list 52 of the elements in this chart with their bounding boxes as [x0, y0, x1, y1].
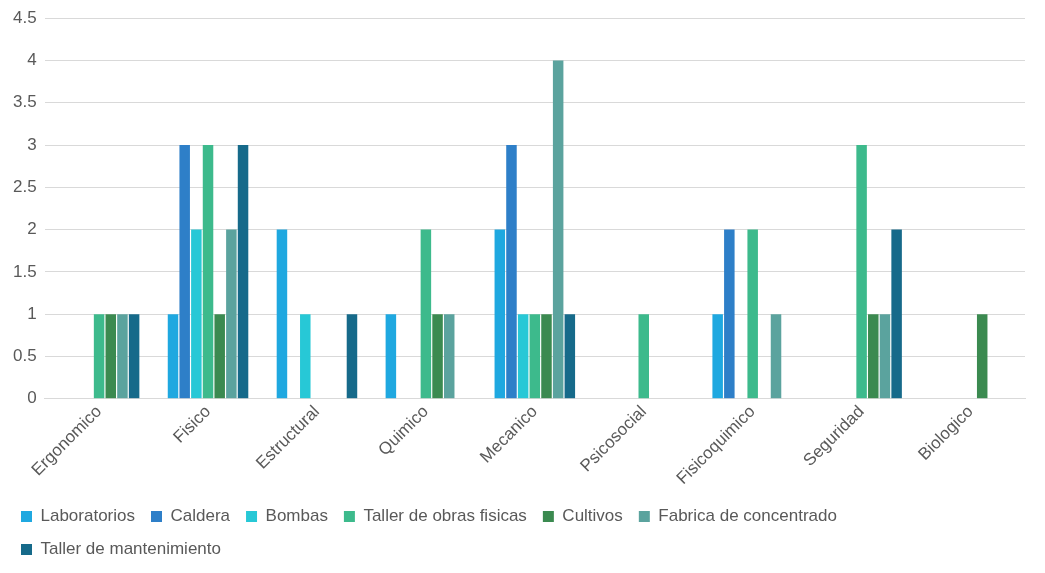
- bar: [432, 314, 443, 399]
- legend-label: Bombas: [265, 506, 328, 526]
- bar: [237, 145, 249, 399]
- bar: [564, 314, 576, 399]
- bar: [276, 229, 288, 399]
- y-tick-label: 0.5: [12, 346, 37, 366]
- y-tick-label: 4.5: [12, 7, 37, 27]
- legend-label: Taller de obras fisicas: [363, 506, 527, 526]
- bar: [868, 314, 879, 399]
- bar: [879, 314, 891, 399]
- y-tick-label: 3: [27, 134, 37, 154]
- y-tick-label: 3.5: [12, 92, 37, 112]
- bar: [346, 314, 358, 399]
- bar: [770, 314, 782, 399]
- bar: [117, 314, 128, 399]
- legend-label: Caldera: [170, 506, 231, 526]
- y-tick-label: 1.5: [12, 261, 37, 281]
- bar: [552, 60, 564, 399]
- bar: [638, 314, 649, 399]
- legend-label: Cultivos: [562, 506, 623, 526]
- bar: [105, 314, 117, 399]
- bar: [976, 314, 988, 399]
- bar: [202, 145, 214, 399]
- bar: [517, 314, 529, 399]
- bar: [191, 229, 202, 399]
- bar: [541, 314, 552, 399]
- bar: [179, 145, 190, 399]
- bar: [747, 229, 758, 399]
- bar: [506, 145, 517, 399]
- bar: [856, 145, 867, 399]
- legend-label: Fabrica de concentrado: [658, 506, 837, 526]
- bar: [214, 314, 225, 399]
- y-tick-label: 1: [27, 303, 37, 323]
- bar: [494, 229, 506, 399]
- bar: [420, 229, 432, 399]
- y-tick-label: 2: [27, 219, 37, 239]
- bar: [891, 229, 902, 399]
- bar: [93, 314, 105, 399]
- bar: [724, 229, 735, 399]
- bar: [712, 314, 723, 399]
- bar: [226, 229, 237, 399]
- y-tick-label: 4: [27, 50, 37, 70]
- legend-label: Laboratorios: [40, 506, 136, 526]
- bar: [300, 314, 311, 399]
- bar: [529, 314, 541, 399]
- bar: [385, 314, 397, 399]
- legend-label: Taller de mantenimiento: [40, 539, 221, 559]
- y-tick-label: 2.5: [12, 177, 37, 197]
- bar: [128, 314, 140, 399]
- bar: [443, 314, 455, 399]
- bar: [167, 314, 179, 399]
- y-tick-label: 0: [27, 388, 37, 408]
